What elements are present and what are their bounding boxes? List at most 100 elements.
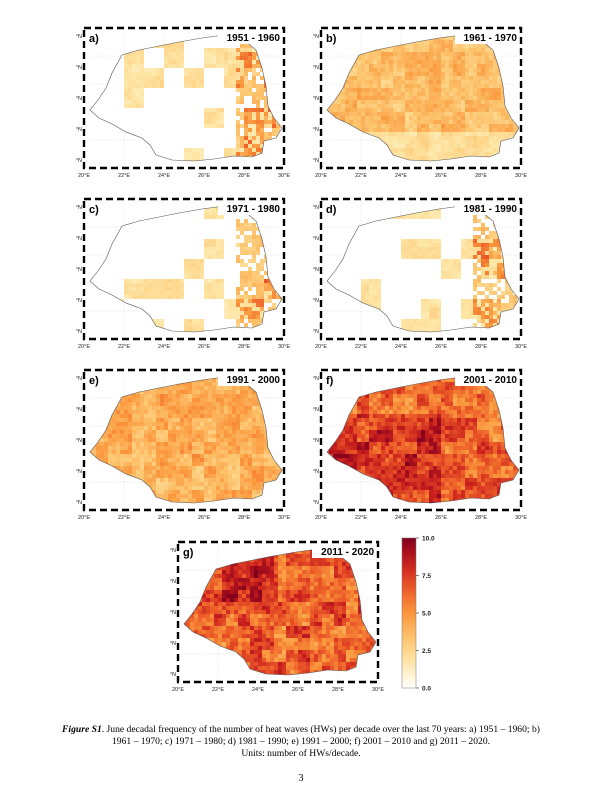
lon-tick-label: 24°E (395, 173, 407, 179)
lat-tick-label: 46°N (76, 438, 82, 444)
lat-tick-label: 47°N (170, 579, 176, 585)
panel-period-title: 1951 - 1960 (227, 33, 281, 44)
lon-tick-label: 20°E (172, 687, 184, 693)
lon-tick-label: 28°E (475, 515, 487, 521)
panel-period-title: 1991 - 2000 (227, 375, 281, 386)
lon-tick-label: 26°E (198, 344, 210, 350)
lat-tick-label: 48°N (313, 34, 319, 40)
lat-tick-label: 45°N (170, 641, 176, 647)
colorbar-tick-label: 2.5 (422, 648, 431, 655)
map-panel-f: 44°N 45°N 46°N 47°N 48°N 20°E 22°E 24°E 26°E 28°E… (313, 364, 529, 526)
map-svg: 44°N 45°N 46°N 47°N 48°N 20°E 22°E 24°E 26°E 28°E… (170, 540, 384, 693)
lon-tick-label: 30°E (515, 515, 527, 521)
lat-tick-label: 45°N (313, 298, 319, 304)
lon-tick-label: 24°E (395, 344, 407, 350)
lon-tick-label: 24°E (395, 515, 407, 521)
lon-tick-label: 26°E (198, 173, 210, 179)
lon-tick-label: 26°E (435, 173, 447, 179)
map-panel-b: 44°N 45°N 46°N 47°N 48°N 20°E 22°E 24°E 26°E 28°E… (313, 22, 529, 184)
page-number: 3 (298, 773, 304, 784)
map-svg: 44°N 45°N 46°N 47°N 48°N 20°E 22°E 24°E 26°E 28°E… (313, 197, 527, 350)
figure-label: Figure S1 (62, 724, 102, 735)
lat-tick-label: 44°N (76, 329, 82, 335)
lon-tick-label: 20°E (78, 344, 90, 350)
lon-tick-label: 20°E (315, 515, 327, 521)
colorbar-svg: 10.0 7.5 5.0 2.5 0.0 (401, 536, 435, 693)
lon-tick-label: 22°E (212, 687, 224, 693)
lon-tick-label: 26°E (435, 344, 447, 350)
lon-tick-label: 30°E (515, 173, 527, 179)
lon-tick-label: 22°E (355, 173, 367, 179)
lat-tick-label: 45°N (76, 469, 82, 475)
lat-tick-label: 45°N (76, 127, 82, 133)
panel-period-title: 1961 - 1970 (464, 33, 518, 44)
lat-tick-label: 44°N (76, 500, 82, 506)
panel-label: d) (326, 204, 337, 216)
map-svg: 44°N 45°N 46°N 47°N 48°N 20°E 22°E 24°E 26°E 28°E… (313, 368, 527, 521)
lat-tick-label: 48°N (313, 205, 319, 211)
lon-tick-label: 28°E (475, 173, 487, 179)
panel-period-title: 2011 - 2020 (321, 547, 374, 558)
lat-tick-label: 47°N (76, 236, 82, 242)
lon-tick-label: 30°E (515, 344, 527, 350)
lon-tick-label: 28°E (238, 344, 250, 350)
lat-tick-label: 44°N (313, 500, 319, 506)
panel-label: e) (89, 375, 99, 387)
caption-text: . June decadal frequency of the number o… (101, 724, 540, 747)
lon-tick-label: 28°E (238, 515, 250, 521)
lon-tick-label: 22°E (118, 515, 130, 521)
map-panel-e: 44°N 45°N 46°N 47°N 48°N 20°E 22°E 24°E 26°E 28°E… (76, 364, 292, 526)
panel-period-title: 2001 - 2010 (464, 375, 518, 386)
lat-tick-label: 48°N (76, 376, 82, 382)
lat-tick-label: 48°N (76, 205, 82, 211)
lon-tick-label: 30°E (278, 344, 290, 350)
colorbar-tick-label: 7.5 (422, 573, 431, 580)
lon-tick-label: 22°E (355, 515, 367, 521)
lon-tick-label: 24°E (158, 515, 170, 521)
lat-tick-label: 44°N (313, 158, 319, 164)
lon-tick-label: 26°E (198, 515, 210, 521)
lon-tick-label: 26°E (435, 515, 447, 521)
colorbar: 10.0 7.5 5.0 2.5 0.0 (400, 536, 444, 696)
lat-tick-label: 45°N (76, 298, 82, 304)
map-svg: 44°N 45°N 46°N 47°N 48°N 20°E 22°E 24°E 26°E 28°E… (313, 26, 527, 179)
map-panel-g: 44°N 45°N 46°N 47°N 48°N 20°E 22°E 24°E 26°E 28°E… (170, 536, 386, 698)
lon-tick-label: 28°E (238, 173, 250, 179)
lat-tick-label: 46°N (313, 438, 319, 444)
lon-tick-label: 22°E (118, 344, 130, 350)
lat-tick-label: 48°N (170, 548, 176, 554)
caption-units: Units: number of HWs/decade. (241, 748, 361, 759)
map-svg: 44°N 45°N 46°N 47°N 48°N 20°E 22°E 24°E 26°E 28°E… (76, 26, 290, 179)
map-svg: 44°N 45°N 46°N 47°N 48°N 20°E 22°E 24°E 26°E 28°E… (76, 197, 290, 350)
lon-tick-label: 24°E (158, 173, 170, 179)
lat-tick-label: 48°N (313, 376, 319, 382)
figure-caption: Figure S1. June decadal frequency of the… (58, 724, 544, 760)
lat-tick-label: 44°N (170, 672, 176, 678)
panel-label: g) (183, 547, 194, 559)
panel-label: b) (326, 33, 337, 45)
colorbar-tick-label: 0.0 (422, 686, 431, 693)
lat-tick-label: 47°N (76, 65, 82, 71)
lon-tick-label: 20°E (78, 173, 90, 179)
lon-tick-label: 24°E (252, 687, 264, 693)
panel-label: f) (326, 375, 334, 387)
lat-tick-label: 47°N (313, 65, 319, 71)
lat-tick-label: 47°N (313, 407, 319, 413)
lon-tick-label: 28°E (332, 687, 344, 693)
lon-tick-label: 28°E (475, 344, 487, 350)
panel-period-title: 1981 - 1990 (464, 204, 518, 215)
panel-label: a) (89, 33, 99, 45)
lat-tick-label: 46°N (313, 267, 319, 273)
lon-tick-label: 30°E (372, 687, 384, 693)
lon-tick-label: 30°E (278, 515, 290, 521)
lon-tick-label: 20°E (78, 515, 90, 521)
map-panel-d: 44°N 45°N 46°N 47°N 48°N 20°E 22°E 24°E 26°E 28°E… (313, 193, 529, 355)
lat-tick-label: 45°N (313, 469, 319, 475)
map-svg: 44°N 45°N 46°N 47°N 48°N 20°E 22°E 24°E 26°E 28°E… (76, 368, 290, 521)
lat-tick-label: 46°N (76, 96, 82, 102)
lat-tick-label: 46°N (313, 96, 319, 102)
lat-tick-label: 44°N (313, 329, 319, 335)
lat-tick-label: 46°N (76, 267, 82, 273)
lat-tick-label: 48°N (76, 34, 82, 40)
panel-period-title: 1971 - 1980 (227, 204, 281, 215)
